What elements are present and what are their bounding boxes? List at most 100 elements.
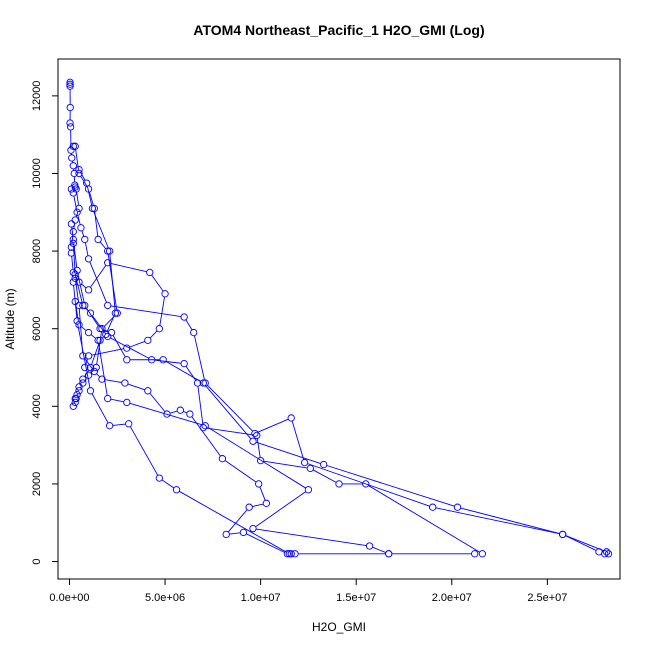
series-line-segment [110,305,182,318]
data-point [262,499,271,507]
data-point [84,352,93,360]
data-point [81,301,89,310]
series-line-segment [224,460,257,483]
data-point [144,387,152,395]
series-line-segment [259,486,266,501]
series-line-segment [255,491,307,528]
data-point [90,367,98,376]
data-point [159,356,167,364]
series-line-segment [84,242,89,256]
data-point [255,480,263,488]
series-line-segment [109,254,116,311]
series-9 [71,297,479,558]
series-line-segment [89,261,107,303]
series-line-segment [149,392,166,412]
data-point [75,165,83,174]
data-point [306,464,314,473]
data-point [287,414,295,422]
data-point [601,550,609,558]
series-line-segment [129,426,159,476]
data-point [190,328,198,337]
series-line-segment [193,335,205,381]
series-line-segment [91,348,124,356]
data-point [429,503,437,511]
data-point [104,247,112,255]
series-line-segment [90,334,96,339]
data-point [66,123,75,131]
series-line-segment [73,246,76,272]
data-point [113,309,121,317]
series-line-segment [75,277,83,303]
data-point [75,169,83,178]
data-point [86,309,95,317]
data-point [79,375,87,383]
series-line-segment [91,393,109,424]
data-point [68,154,76,162]
series-line-segment [96,373,101,378]
data-point [453,503,462,511]
data-point [84,255,93,263]
series-line-segment [179,490,287,553]
data-point [98,325,106,333]
series-line-segment [565,535,597,551]
data-point [201,422,209,430]
data-point [249,524,257,533]
x-tick-label: 2.0e+07 [432,592,472,604]
data-point [176,406,184,414]
series-line-segment [326,465,455,507]
series-line-segment [165,360,201,382]
data-point [67,146,75,154]
series-line-segment [255,441,321,464]
series-line-segment [161,479,175,489]
data-point [69,189,77,197]
data-point [105,422,114,430]
series-line-segment [252,503,264,507]
series-line-segment [149,330,158,339]
data-point [300,458,309,467]
data-point [69,235,77,244]
data-point [98,375,106,383]
data-point [180,313,188,321]
data-point [249,437,257,445]
series-line-segment [77,323,91,388]
data-point [163,410,171,418]
y-tick-label: 2000 [31,472,43,496]
series-line-segment [84,369,90,377]
chart-title: ATOM4 Northeast_Pacific_1 H2O_GMI (Log) [193,22,484,38]
data-point [84,328,93,337]
series-line-segment [110,337,150,359]
series-line-segment [129,341,145,348]
data-point [71,274,79,282]
series-line-segment [207,427,306,489]
series-6 [69,239,487,558]
data-point [79,379,87,387]
series-line-segment [90,265,107,288]
series-line-segment [105,379,122,383]
series-line-segment [227,509,248,533]
series-line-segment [81,283,87,289]
data-point [84,286,93,294]
data-point [73,317,81,325]
data-point [146,268,154,277]
series-line-segment [84,358,93,370]
data-point [71,216,79,224]
data-point [96,336,104,344]
data-point [83,179,91,187]
data-point [73,266,81,275]
series-line-segment [75,281,80,303]
data-point [180,359,188,368]
data-point [471,550,479,558]
series-line-segment [183,410,188,414]
data-point [105,247,114,255]
data-point [75,383,83,391]
series-line-segment [257,418,289,433]
series-line-segment [197,386,204,425]
data-point [148,356,156,364]
series-5 [67,220,609,558]
data-point [66,78,74,86]
data-point [77,224,85,232]
series-line-segment [76,192,80,206]
series-line-segment [110,263,147,273]
series-line-segment [77,215,81,225]
data-point [365,542,374,550]
